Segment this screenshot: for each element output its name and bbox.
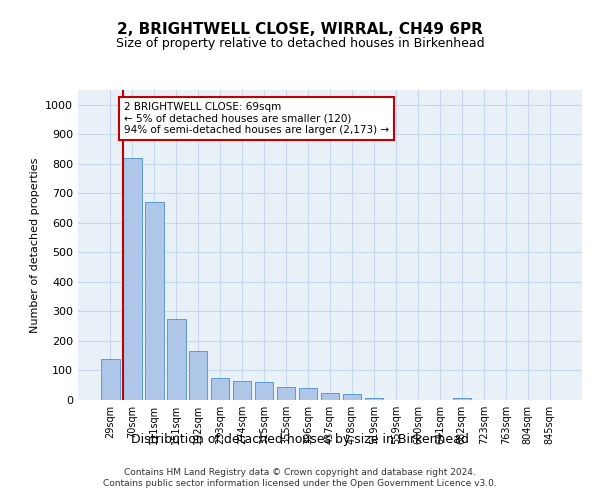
Text: 2 BRIGHTWELL CLOSE: 69sqm
← 5% of detached houses are smaller (120)
94% of semi-: 2 BRIGHTWELL CLOSE: 69sqm ← 5% of detach… [124,102,389,135]
Y-axis label: Number of detached properties: Number of detached properties [29,158,40,332]
Text: Distribution of detached houses by size in Birkenhead: Distribution of detached houses by size … [131,432,469,446]
Bar [167,319,185,400]
Text: Size of property relative to detached houses in Birkenhead: Size of property relative to detached ho… [116,38,484,51]
Bar [101,358,119,400]
Bar [343,394,361,400]
Bar [255,382,274,400]
Bar [277,386,295,400]
Text: Contains HM Land Registry data © Crown copyright and database right 2024.
Contai: Contains HM Land Registry data © Crown c… [103,468,497,487]
Bar [123,158,142,400]
Bar [145,202,164,400]
Bar [233,381,251,400]
Bar [320,392,340,400]
Bar [452,398,471,400]
Bar [299,388,317,400]
Text: 2, BRIGHTWELL CLOSE, WIRRAL, CH49 6PR: 2, BRIGHTWELL CLOSE, WIRRAL, CH49 6PR [117,22,483,38]
Bar [211,378,229,400]
Bar [189,352,208,400]
Bar [365,398,383,400]
